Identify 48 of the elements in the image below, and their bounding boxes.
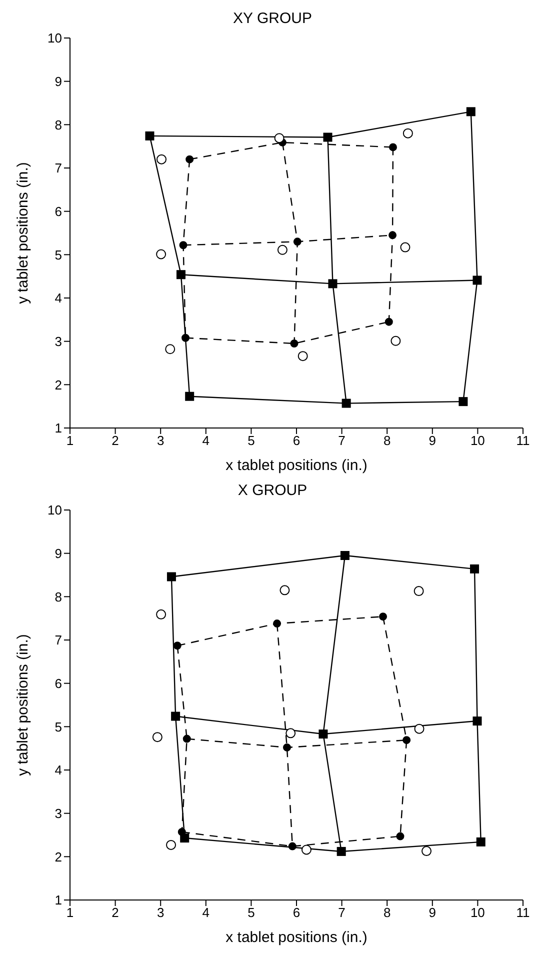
x-tick-label: 10 [470, 433, 485, 448]
y-tick-label: 6 [54, 204, 62, 219]
y-tick-label: 2 [54, 849, 62, 864]
y-tick-label: 5 [54, 719, 62, 734]
chart-title: X GROUP [236, 481, 308, 501]
y-axis-title: y tablet positions (in.) [14, 162, 32, 304]
x-tick-label: 4 [202, 433, 210, 448]
x-tick-label: 7 [338, 433, 346, 448]
y-tick-label: 5 [54, 247, 62, 262]
x-tick-label: 8 [383, 433, 391, 448]
y-tick-label: 10 [48, 502, 62, 518]
x-tick-label: 3 [156, 433, 164, 448]
x-tick-label: 7 [338, 905, 346, 920]
x-tick-label: 5 [248, 433, 255, 448]
x-tick-label: 6 [292, 905, 300, 920]
y-tick-label: 7 [54, 160, 62, 176]
y-tick-label: 9 [54, 74, 62, 89]
x-tick-label: 9 [428, 433, 436, 448]
x-tick-label: 1 [66, 433, 74, 448]
x-tick-label: 6 [292, 433, 300, 448]
y-tick-label: 6 [54, 676, 62, 691]
x-tick-label: 5 [248, 905, 255, 920]
y-axis-title: y tablet positions (in.) [14, 634, 32, 776]
y-tick-label: 10 [48, 30, 62, 46]
chart-title: XY GROUP [232, 9, 313, 29]
x-tick-label: 2 [112, 905, 119, 920]
x-tick-label: 3 [156, 905, 164, 920]
y-tick-label: 1 [54, 892, 62, 908]
x-tick-label: 10 [470, 905, 485, 920]
x-tick-label: 2 [112, 433, 119, 448]
y-tick-label: 9 [54, 546, 62, 561]
x-tick-label: 8 [383, 905, 391, 920]
y-tick-label: 7 [54, 632, 62, 648]
x-tick-label: 4 [202, 905, 210, 920]
x-tick-label: 9 [428, 905, 436, 920]
x-tick-label: 1 [66, 905, 74, 920]
y-tick-label: 2 [54, 377, 62, 392]
x-axis-title: x tablet positions (in.) [226, 457, 368, 474]
x-axis-title: x tablet positions (in.) [226, 929, 368, 946]
y-tick-label: 1 [54, 420, 62, 436]
x-tick-label: 11 [516, 905, 530, 920]
y-tick-label: 3 [54, 334, 62, 349]
x-tick-label: 11 [516, 433, 530, 448]
y-tick-label: 8 [54, 589, 62, 604]
y-tick-label: 4 [54, 762, 62, 778]
y-tick-label: 4 [54, 290, 62, 306]
y-tick-label: 3 [54, 806, 62, 821]
y-tick-label: 8 [54, 117, 62, 132]
